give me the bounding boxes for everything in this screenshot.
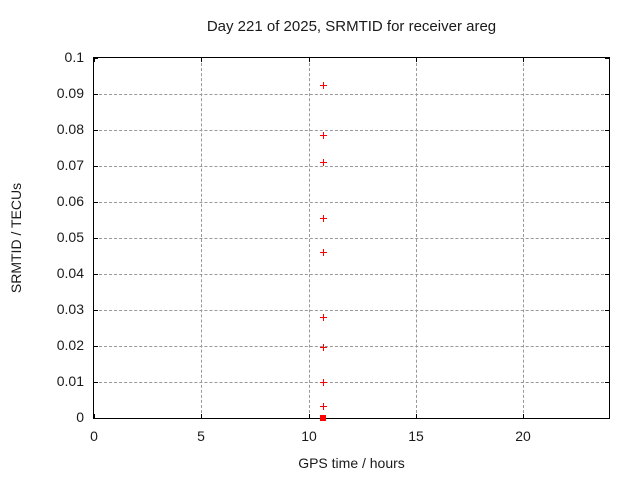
y-gridline	[94, 166, 609, 167]
y-tick-mark	[605, 346, 609, 347]
x-tick-label: 20	[515, 428, 531, 444]
y-tick-mark	[605, 130, 609, 131]
data-point-plus	[320, 132, 327, 139]
y-tick-mark	[94, 58, 98, 59]
y-tick-mark	[605, 382, 609, 383]
y-tick-label: 0.03	[56, 301, 84, 317]
y-tick-mark	[94, 346, 98, 347]
y-gridline	[94, 310, 609, 311]
y-gridline	[94, 238, 609, 239]
y-tick-label: 0.08	[56, 121, 84, 137]
data-point-plus	[320, 314, 327, 321]
y-gridline	[94, 130, 609, 131]
plot-area	[93, 57, 610, 421]
x-tick-mark	[416, 58, 417, 62]
data-point-plus	[320, 403, 327, 410]
x-tick-mark	[523, 58, 524, 62]
x-tick-mark	[523, 414, 524, 418]
y-tick-mark	[94, 238, 98, 239]
y-tick-label: 0.09	[56, 85, 84, 101]
y-gridline	[94, 274, 609, 275]
y-tick-mark	[605, 202, 609, 203]
y-tick-label: 0.02	[56, 337, 84, 353]
y-tick-mark	[94, 202, 98, 203]
x-tick-mark	[201, 58, 202, 62]
x-tick-mark	[416, 414, 417, 418]
x-tick-mark	[94, 414, 95, 418]
data-point-plus	[320, 159, 327, 166]
x-tick-mark	[94, 58, 95, 62]
y-tick-mark	[605, 238, 609, 239]
y-tick-mark	[605, 418, 609, 419]
y-tick-mark	[605, 58, 609, 59]
x-tick-label: 10	[301, 428, 317, 444]
y-tick-label: 0.06	[56, 193, 84, 209]
x-tick-mark	[309, 58, 310, 62]
y-tick-mark	[94, 310, 98, 311]
y-gridline	[94, 202, 609, 203]
y-gridline	[94, 346, 609, 347]
y-tick-label: 0.1	[64, 49, 84, 65]
x-tick-mark	[201, 414, 202, 418]
y-gridline	[94, 94, 609, 95]
y-tick-label: 0.04	[56, 265, 84, 281]
y-tick-mark	[94, 418, 98, 419]
chart-title: Day 221 of 2025, SRMTID for receiver are…	[206, 18, 497, 35]
data-point-plus	[320, 82, 327, 89]
x-axis-title: GPS time / hours	[298, 455, 405, 471]
y-tick-mark	[605, 94, 609, 95]
y-tick-label: 0.01	[56, 373, 84, 389]
y-tick-label: 0	[76, 409, 84, 425]
x-tick-mark	[309, 414, 310, 418]
data-point-square	[320, 415, 326, 421]
data-point-plus	[320, 379, 327, 386]
y-tick-mark	[94, 94, 98, 95]
y-tick-mark	[605, 310, 609, 311]
y-tick-mark	[605, 274, 609, 275]
x-tick-label: 5	[197, 428, 205, 444]
x-tick-label: 0	[90, 428, 98, 444]
y-tick-mark	[605, 166, 609, 167]
y-tick-label: 0.07	[56, 157, 84, 173]
y-tick-label: 0.05	[56, 229, 84, 245]
y-tick-mark	[94, 130, 98, 131]
x-tick-label: 15	[408, 428, 424, 444]
data-point-plus	[320, 215, 327, 222]
y-gridline	[94, 382, 609, 383]
y-tick-mark	[94, 274, 98, 275]
y-tick-mark	[94, 382, 98, 383]
data-point-plus	[320, 249, 327, 256]
data-point-plus	[320, 344, 327, 351]
y-tick-mark	[94, 166, 98, 167]
